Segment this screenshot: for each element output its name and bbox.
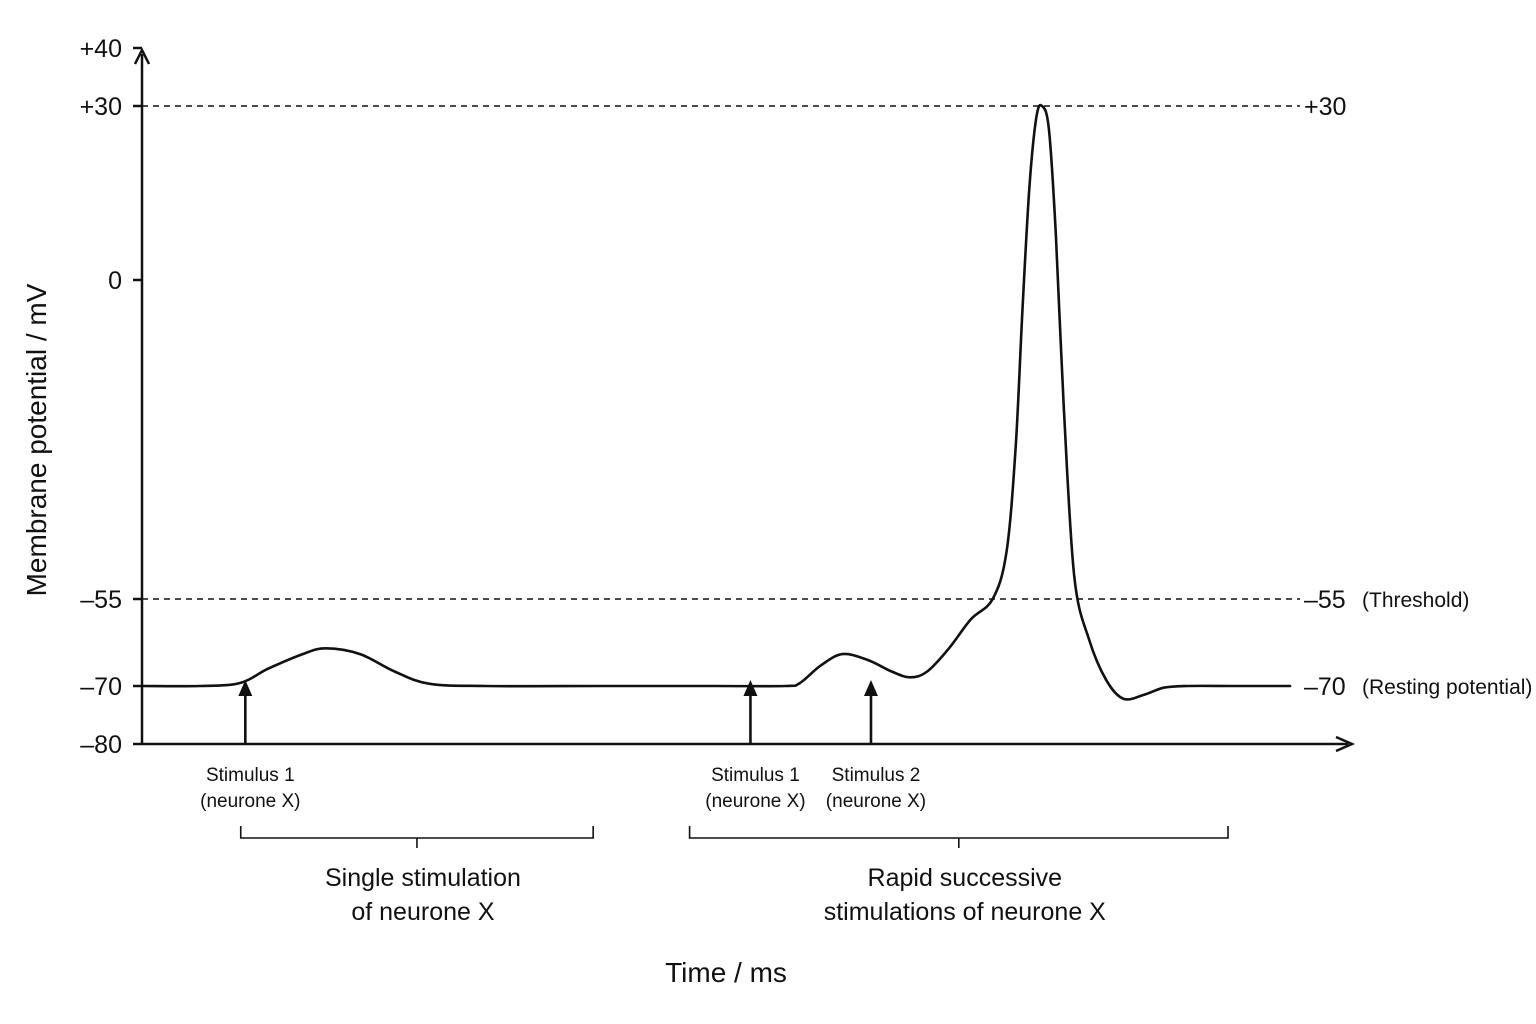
y-axis-arrow — [133, 47, 151, 65]
stimulus-arrowhead — [863, 680, 878, 696]
group-label-line2: of neurone X — [351, 898, 494, 926]
reference-value-label: –70 — [1304, 673, 1346, 701]
stimulus-label-name: Stimulus 1 — [206, 765, 295, 786]
reference-note-label: (Resting potential) — [1362, 676, 1532, 699]
stimulus-label-neurone: (neurone X) — [200, 791, 300, 812]
group-label-line1: Single stimulation — [325, 864, 521, 892]
y-tick-label: +40 — [80, 35, 122, 63]
stimulus-arrowhead — [238, 680, 253, 696]
group-brace — [239, 826, 594, 848]
stimulus-label-neurone: (neurone X) — [705, 791, 805, 812]
stimulus-arrowhead — [743, 680, 758, 696]
x-axis-arrow — [1335, 735, 1356, 753]
stimulus-label-name: Stimulus 2 — [832, 765, 921, 786]
y-tick-label: +30 — [80, 93, 122, 121]
stimulation-groups: Single stimulation of neurone X Rapid succ… — [239, 826, 1229, 926]
potential-series-line — [140, 103, 1292, 701]
group-brace — [688, 826, 1229, 848]
x-axis-title: Time / ms — [665, 957, 787, 988]
y-axis-title: Membrane potential / mV — [21, 283, 52, 596]
group-label-line1: Rapid successive — [868, 864, 1063, 892]
reference-lines: +30 –55 (Threshold) –70 (Resting potential) — [142, 93, 1532, 701]
axes — [133, 47, 1356, 753]
y-axis-ticks: +40 +30 0 –55 –70 –80 — [80, 35, 142, 759]
stimulus-label-neurone: (neurone X) — [826, 791, 926, 812]
y-tick-label: –55 — [80, 586, 122, 614]
y-tick-label: –80 — [80, 731, 122, 759]
reference-value-label: +30 — [1304, 93, 1346, 121]
group-label-line2: stimulations of neurone X — [824, 898, 1106, 926]
reference-note-label: (Threshold) — [1362, 589, 1469, 612]
stimulus-label-name: Stimulus 1 — [711, 765, 800, 786]
potential-trace — [140, 103, 1292, 701]
y-tick-label: 0 — [108, 267, 122, 295]
y-tick-label: –70 — [80, 673, 122, 701]
stimulus-markers: Stimulus 1 (neurone X) Stimulus 1 (neurone … — [200, 680, 926, 812]
reference-value-label: –55 — [1304, 586, 1346, 614]
